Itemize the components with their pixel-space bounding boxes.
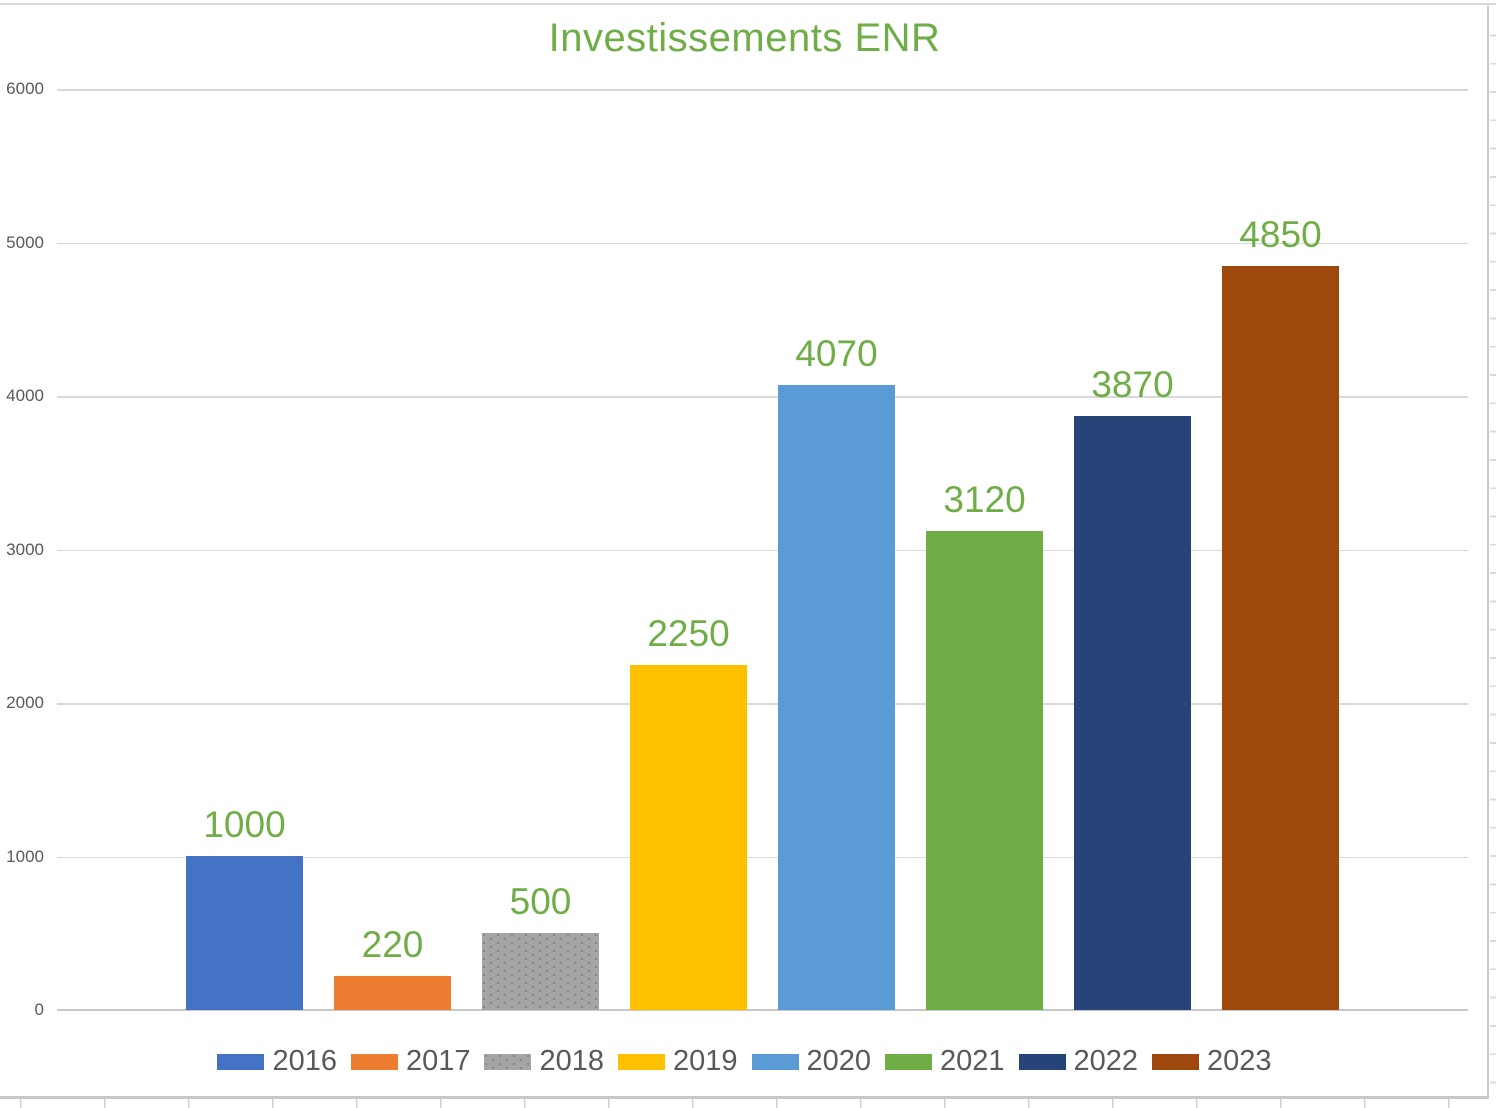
legend-swatch-2017 bbox=[350, 1053, 398, 1070]
major-gridline bbox=[57, 549, 1468, 551]
data-label-2019[interactable]: 2250 bbox=[647, 613, 730, 655]
chart-frame-right-border bbox=[1487, 6, 1489, 1099]
bar-2019[interactable] bbox=[630, 665, 747, 1010]
y-axis-tick-label[interactable]: 1000 bbox=[6, 846, 44, 866]
legend-swatch-2016 bbox=[217, 1053, 265, 1070]
y-axis-tick-label[interactable]: 3000 bbox=[6, 539, 44, 559]
y-axis-tick-label[interactable]: 4000 bbox=[6, 386, 44, 405]
legend-swatch-2021 bbox=[885, 1053, 933, 1070]
data-label-2018[interactable]: 500 bbox=[509, 881, 572, 923]
legend-item-2016[interactable]: 2016 bbox=[217, 1045, 337, 1078]
bar-group-2022: 3870 bbox=[1074, 364, 1191, 1010]
legend-swatch-2018 bbox=[484, 1053, 532, 1070]
bar-2020[interactable] bbox=[778, 385, 895, 1010]
data-label-2017[interactable]: 220 bbox=[361, 924, 424, 966]
data-label-2023[interactable]: 4850 bbox=[1239, 214, 1322, 256]
major-gridline bbox=[57, 242, 1468, 244]
worksheet-row-gridline-top bbox=[0, 3, 1496, 5]
data-label-2021[interactable]: 3120 bbox=[943, 479, 1026, 521]
bar-2017[interactable] bbox=[334, 976, 451, 1010]
plot-area[interactable]: 1000 220 500 2250 4070 3120 3870 4850 bbox=[57, 89, 1468, 1011]
legend-item-2018[interactable]: 2018 bbox=[484, 1045, 604, 1078]
y-axis-tick-label[interactable]: 0 bbox=[34, 1000, 44, 1019]
bar-group-2023: 4850 bbox=[1222, 214, 1339, 1010]
data-label-2020[interactable]: 4070 bbox=[795, 333, 878, 375]
legend-label-2017: 2017 bbox=[405, 1045, 471, 1078]
y-axis-tick-label[interactable]: 5000 bbox=[6, 232, 44, 252]
bar-group-2021: 3120 bbox=[926, 479, 1043, 1010]
legend-label-2019: 2019 bbox=[672, 1045, 738, 1078]
legend-label-2020: 2020 bbox=[806, 1045, 872, 1078]
legend-swatch-2023 bbox=[1152, 1053, 1200, 1070]
chart-frame-bottom-border bbox=[0, 1096, 1489, 1099]
bar-group-2016: 1000 bbox=[186, 804, 303, 1010]
data-label-2022[interactable]: 3870 bbox=[1091, 364, 1174, 406]
worksheet-column-gridlines-bottom bbox=[20, 1099, 1489, 1108]
bar-group-2020: 4070 bbox=[778, 333, 895, 1010]
bar-series-cluster: 1000 220 500 2250 4070 3120 3870 4850 bbox=[57, 19, 1468, 1010]
legend-item-2020[interactable]: 2020 bbox=[751, 1045, 872, 1078]
x-axis-line bbox=[57, 1009, 1468, 1011]
legend-swatch-2022 bbox=[1018, 1053, 1066, 1070]
legend-swatch-2019 bbox=[617, 1053, 665, 1070]
chart-legend[interactable]: 2016 2017 2018 2019 2020 2021 2022 2023 bbox=[0, 1044, 1489, 1080]
bar-2023[interactable] bbox=[1222, 266, 1339, 1010]
bar-group-2017: 220 bbox=[334, 924, 451, 1010]
legend-label-2021: 2021 bbox=[940, 1045, 1005, 1078]
major-gridline bbox=[57, 89, 1468, 91]
bar-2018[interactable] bbox=[482, 933, 599, 1010]
bar-2021[interactable] bbox=[926, 531, 1043, 1010]
bar-2016[interactable] bbox=[186, 856, 303, 1010]
legend-item-2022[interactable]: 2022 bbox=[1018, 1045, 1139, 1078]
legend-label-2018: 2018 bbox=[539, 1045, 604, 1078]
chart-title[interactable]: Investissements ENR bbox=[548, 16, 941, 60]
legend-item-2017[interactable]: 2017 bbox=[350, 1045, 471, 1078]
legend-item-2023[interactable]: 2023 bbox=[1152, 1045, 1272, 1078]
major-gridline bbox=[57, 856, 1468, 858]
y-axis-tick-label[interactable]: 6000 bbox=[6, 79, 44, 98]
legend-item-2021[interactable]: 2021 bbox=[885, 1045, 1005, 1078]
data-label-2016[interactable]: 1000 bbox=[203, 804, 286, 846]
legend-swatch-2020 bbox=[751, 1053, 799, 1070]
worksheet-row-gridlines-right bbox=[1490, 8, 1496, 1099]
legend-item-2019[interactable]: 2019 bbox=[617, 1045, 738, 1078]
bar-group-2018: 500 bbox=[482, 881, 599, 1010]
major-gridline bbox=[57, 703, 1468, 705]
bar-group-2019: 2250 bbox=[630, 613, 747, 1010]
major-gridline bbox=[57, 396, 1468, 398]
legend-label-2016: 2016 bbox=[272, 1045, 337, 1078]
legend-label-2023: 2023 bbox=[1207, 1045, 1272, 1078]
y-axis-tick-label[interactable]: 2000 bbox=[6, 693, 44, 712]
bar-2022[interactable] bbox=[1074, 416, 1191, 1010]
legend-label-2022: 2022 bbox=[1073, 1045, 1139, 1078]
